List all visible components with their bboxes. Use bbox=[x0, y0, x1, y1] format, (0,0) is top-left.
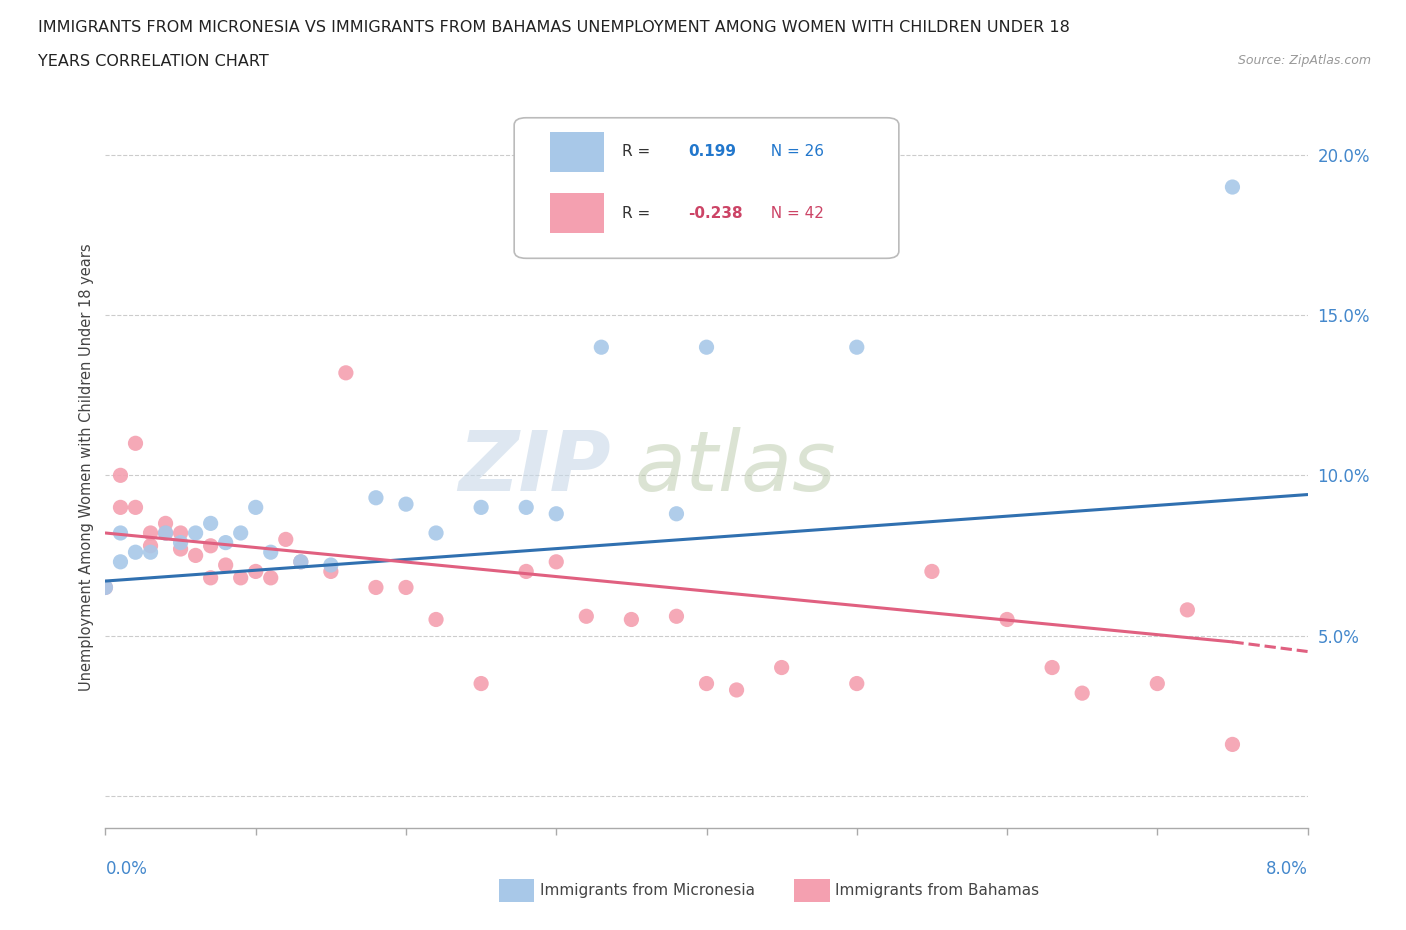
Text: ZIP: ZIP bbox=[458, 427, 610, 508]
Point bbox=[335, 365, 357, 380]
Text: 0.0%: 0.0% bbox=[105, 860, 148, 878]
Point bbox=[470, 676, 492, 691]
Point bbox=[139, 525, 162, 540]
Point bbox=[515, 564, 537, 578]
Point bbox=[515, 500, 537, 515]
Text: YEARS CORRELATION CHART: YEARS CORRELATION CHART bbox=[38, 54, 269, 69]
Point bbox=[110, 525, 132, 540]
Point bbox=[94, 580, 117, 595]
Point bbox=[229, 525, 252, 540]
Text: Source: ZipAtlas.com: Source: ZipAtlas.com bbox=[1237, 54, 1371, 67]
Point bbox=[1222, 737, 1244, 751]
Text: 0.199: 0.199 bbox=[689, 144, 737, 160]
Point bbox=[696, 676, 718, 691]
Point bbox=[200, 516, 222, 531]
Text: -0.238: -0.238 bbox=[689, 206, 744, 220]
Point bbox=[425, 525, 447, 540]
Point bbox=[214, 535, 236, 550]
Point bbox=[155, 516, 177, 531]
Text: N = 42: N = 42 bbox=[761, 206, 824, 220]
Point bbox=[591, 339, 613, 354]
Text: Immigrants from Micronesia: Immigrants from Micronesia bbox=[540, 883, 755, 897]
Text: atlas: atlas bbox=[634, 427, 837, 508]
FancyBboxPatch shape bbox=[515, 118, 898, 259]
Point bbox=[845, 339, 868, 354]
Point bbox=[200, 570, 222, 585]
Text: Immigrants from Bahamas: Immigrants from Bahamas bbox=[835, 883, 1039, 897]
Point bbox=[395, 580, 418, 595]
Point bbox=[124, 500, 146, 515]
Point bbox=[620, 612, 643, 627]
Point bbox=[921, 564, 943, 578]
Point bbox=[1175, 603, 1198, 618]
Point bbox=[200, 538, 222, 553]
Point bbox=[110, 468, 132, 483]
Text: N = 26: N = 26 bbox=[761, 144, 824, 160]
Point bbox=[319, 564, 342, 578]
Point bbox=[110, 500, 132, 515]
Point bbox=[169, 525, 191, 540]
Text: IMMIGRANTS FROM MICRONESIA VS IMMIGRANTS FROM BAHAMAS UNEMPLOYMENT AMONG WOMEN W: IMMIGRANTS FROM MICRONESIA VS IMMIGRANTS… bbox=[38, 20, 1070, 35]
Point bbox=[845, 676, 868, 691]
Point bbox=[139, 545, 162, 560]
Point bbox=[184, 525, 207, 540]
Point bbox=[245, 500, 267, 515]
Point bbox=[546, 554, 568, 569]
Point bbox=[274, 532, 297, 547]
Point bbox=[770, 660, 793, 675]
Point bbox=[155, 525, 177, 540]
Point bbox=[395, 497, 418, 512]
Point bbox=[725, 683, 748, 698]
Point bbox=[290, 554, 312, 569]
Point bbox=[110, 554, 132, 569]
Bar bbox=[550, 193, 605, 233]
Point bbox=[169, 535, 191, 550]
Point bbox=[696, 339, 718, 354]
Point bbox=[319, 558, 342, 573]
Point bbox=[995, 612, 1018, 627]
Y-axis label: Unemployment Among Women with Children Under 18 years: Unemployment Among Women with Children U… bbox=[79, 244, 94, 691]
Point bbox=[665, 609, 688, 624]
Point bbox=[260, 570, 283, 585]
Point bbox=[124, 436, 146, 451]
Text: R =: R = bbox=[623, 206, 655, 220]
Point bbox=[124, 545, 146, 560]
Point bbox=[229, 570, 252, 585]
Bar bbox=[550, 132, 605, 172]
Point bbox=[260, 545, 283, 560]
Point bbox=[1040, 660, 1063, 675]
Point bbox=[1222, 179, 1244, 194]
Point bbox=[1071, 685, 1094, 700]
Point bbox=[155, 525, 177, 540]
Point bbox=[169, 541, 191, 556]
Point bbox=[184, 548, 207, 563]
Point bbox=[665, 506, 688, 521]
Point bbox=[94, 580, 117, 595]
Point bbox=[470, 500, 492, 515]
Text: 8.0%: 8.0% bbox=[1265, 860, 1308, 878]
Point bbox=[364, 490, 387, 505]
Text: R =: R = bbox=[623, 144, 655, 160]
Point bbox=[1146, 676, 1168, 691]
Point bbox=[425, 612, 447, 627]
Point bbox=[214, 558, 236, 573]
Point bbox=[290, 554, 312, 569]
Point bbox=[139, 538, 162, 553]
Point bbox=[245, 564, 267, 578]
Point bbox=[364, 580, 387, 595]
Point bbox=[546, 506, 568, 521]
Point bbox=[575, 609, 598, 624]
